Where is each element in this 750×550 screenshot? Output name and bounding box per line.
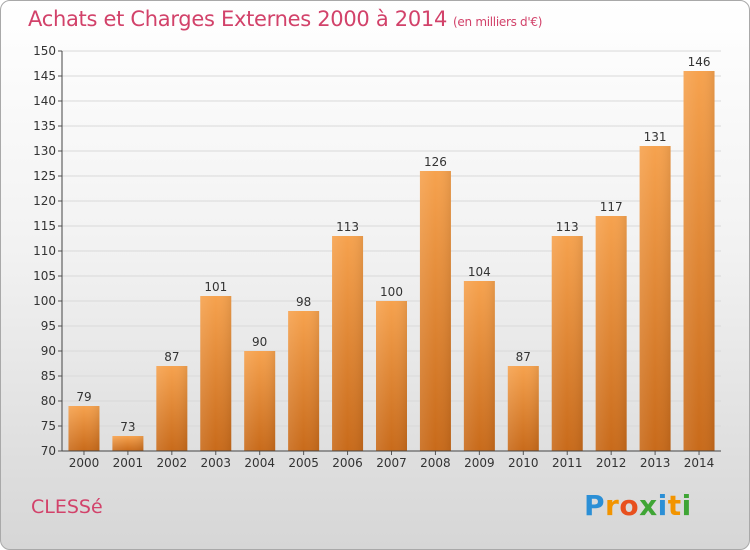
bar-sheen <box>595 216 627 451</box>
y-tick-label: 110 <box>33 244 56 258</box>
data-label: 146 <box>688 55 711 69</box>
bars <box>68 71 715 451</box>
y-tick-label: 120 <box>33 194 56 208</box>
data-label: 104 <box>468 265 491 279</box>
x-tick-label: 2011 <box>552 456 583 470</box>
x-tick-label: 2010 <box>508 456 539 470</box>
data-label: 113 <box>556 220 579 234</box>
x-tick-label: 2014 <box>684 456 715 470</box>
logo-letter: o <box>619 489 640 522</box>
logo-letter: r <box>605 489 620 522</box>
y-tick-label: 70 <box>41 444 56 458</box>
bar-sheen <box>244 351 276 451</box>
data-label: 90 <box>252 335 267 349</box>
labels: 79 73 87 101 90 98 113 100 126 104 87 113 117 131 146 <box>76 55 710 434</box>
data-label: 73 <box>120 420 135 434</box>
data-label: 117 <box>600 200 623 214</box>
x-tick-label: 2006 <box>332 456 363 470</box>
y-tick-label: 80 <box>41 394 56 408</box>
x-tick-label: 2004 <box>244 456 275 470</box>
bar-sheen <box>200 296 232 451</box>
x-tick-label: 2007 <box>376 456 407 470</box>
data-label: 87 <box>516 350 531 364</box>
data-label: 100 <box>380 285 403 299</box>
data-label: 126 <box>424 155 447 169</box>
y-tick-label: 125 <box>33 169 56 183</box>
axes: 70 75 80 85 90 95 100 105 110 115 120 125 130 135 140 1… <box>33 44 721 470</box>
bar-sheen <box>332 236 364 451</box>
y-tick-label: 105 <box>33 269 56 283</box>
y-tick-label: 150 <box>33 44 56 58</box>
bar-sheen <box>639 146 671 451</box>
bar-sheen <box>112 436 144 451</box>
logo-letter: P <box>584 489 606 522</box>
x-tick-label: 2002 <box>157 456 188 470</box>
y-tick-label: 90 <box>41 344 56 358</box>
bar-sheen <box>376 301 407 451</box>
y-tick-label: 130 <box>33 144 56 158</box>
y-tick-label: 95 <box>41 319 56 333</box>
y-tick-label: 140 <box>33 94 56 108</box>
y-tick-label: 85 <box>41 369 56 383</box>
y-tick-label: 115 <box>33 219 56 233</box>
y-tick-label: 100 <box>33 294 56 308</box>
bar-sheen <box>551 236 583 451</box>
x-tick-label: 2012 <box>596 456 627 470</box>
x-tick-label: 2013 <box>640 456 671 470</box>
data-label: 98 <box>296 295 311 309</box>
data-label: 101 <box>204 280 227 294</box>
chart-title: Achats et Charges Externes 2000 à 2014 (e… <box>28 7 542 31</box>
data-label: 131 <box>644 130 667 144</box>
bar-sheen <box>463 281 495 451</box>
proxiti-logo: Proxiti <box>584 489 692 522</box>
x-tick-label: 2005 <box>288 456 319 470</box>
x-tick-label: 2009 <box>464 456 495 470</box>
place-name: CLESSé <box>31 496 103 518</box>
bar-sheen <box>288 311 320 451</box>
x-tick-label: 2003 <box>200 456 231 470</box>
bar-sheen <box>507 366 539 451</box>
y-tick-label: 135 <box>33 119 56 133</box>
data-label: 79 <box>76 390 91 404</box>
bar-sheen <box>683 71 715 451</box>
x-tick-label: 2001 <box>113 456 144 470</box>
y-tick-label: 75 <box>41 419 56 433</box>
bar-sheen <box>68 406 100 451</box>
chart-title-text: Achats et Charges Externes 2000 à 2014 <box>28 7 448 31</box>
logo-letter: t <box>667 489 682 522</box>
x-tick-label: 2008 <box>420 456 451 470</box>
chart-subtitle: (en milliers d'€) <box>453 15 543 29</box>
logo-letter: i <box>681 489 692 522</box>
logo-letter: x <box>639 489 658 522</box>
data-label: 113 <box>336 220 359 234</box>
x-tick-label: 2000 <box>69 456 100 470</box>
bar-sheen <box>419 171 451 451</box>
bar-sheen <box>156 366 188 451</box>
logo-letter: i <box>657 489 668 522</box>
data-label: 87 <box>164 350 179 364</box>
y-tick-label: 145 <box>33 69 56 83</box>
